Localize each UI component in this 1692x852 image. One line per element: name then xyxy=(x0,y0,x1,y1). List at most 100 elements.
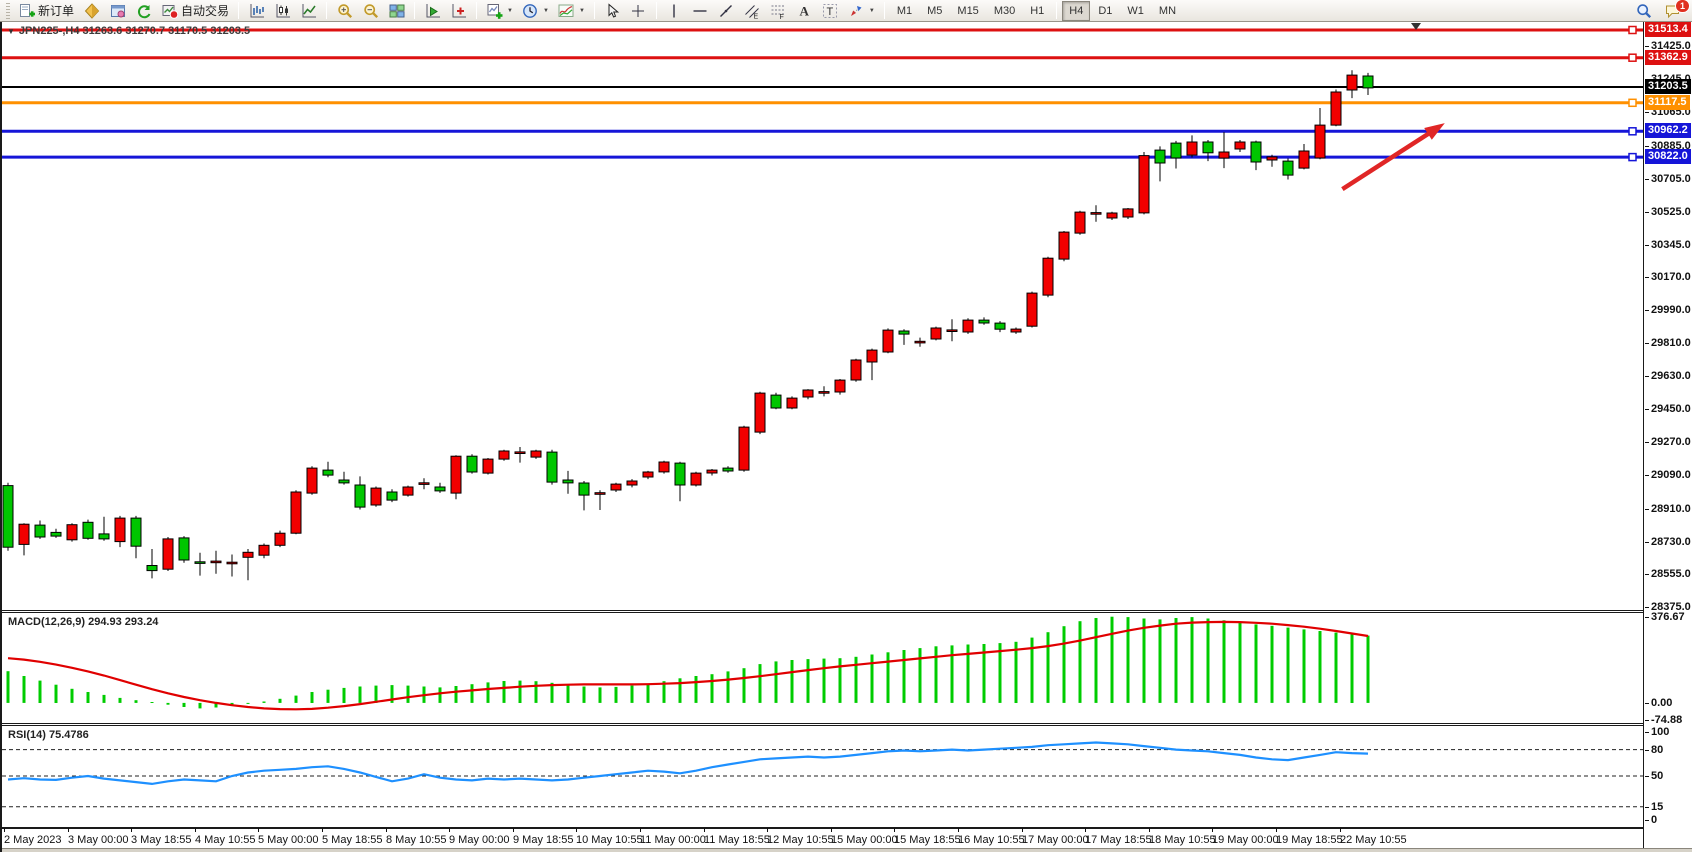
zoom-in-button[interactable] xyxy=(332,1,357,21)
macd-axis-label: -74.88 xyxy=(1644,714,1683,726)
trendline-tool-button[interactable] xyxy=(714,1,739,21)
search-button[interactable] xyxy=(1631,1,1656,21)
price-tag-31117.5: 31117.5 xyxy=(1645,95,1690,110)
candlestick-chart-icon xyxy=(274,3,291,19)
dropdown-arrow-icon[interactable]: ▼ xyxy=(542,7,549,14)
timeframe-m5-button[interactable]: M5 xyxy=(920,1,949,21)
chart-shift-marker-icon[interactable] xyxy=(1411,23,1421,30)
price-chart-panel[interactable]: ▼ JPN225-,H4 31263.6 31270.7 31170.5 312… xyxy=(2,22,1643,610)
svg-text:T: T xyxy=(827,6,834,18)
line-handle[interactable] xyxy=(1628,127,1637,136)
chart-shift-button[interactable] xyxy=(446,1,471,21)
timeframe-m15-button[interactable]: M15 xyxy=(950,1,985,21)
price-tag-31203.5: 31203.5 xyxy=(1645,79,1691,94)
timeframe-mn-button[interactable]: MN xyxy=(1152,1,1183,21)
time-axis-label: 5 May 18:55 xyxy=(322,828,383,846)
time-axis-label: 19 May 00:00 xyxy=(1212,828,1279,846)
new-chart-button[interactable]: ▼ xyxy=(482,1,517,21)
new-chart-icon xyxy=(486,3,503,19)
time-axis-label: 11 May 00:00 xyxy=(640,828,706,846)
candlestick-chart[interactable] xyxy=(2,22,1643,610)
text-tool-button[interactable]: A xyxy=(792,1,817,21)
line-handle[interactable] xyxy=(1628,53,1637,62)
timeframe-m30-button[interactable]: M30 xyxy=(987,1,1022,21)
connection-status-button[interactable] xyxy=(131,1,156,21)
auto-scroll-button[interactable] xyxy=(420,1,445,21)
timeframe-m1-button[interactable]: M1 xyxy=(890,1,919,21)
panel-separator[interactable] xyxy=(2,723,1643,726)
time-axis-label: 9 May 18:55 xyxy=(513,828,574,846)
data-window-button[interactable] xyxy=(105,1,130,21)
time-axis[interactable]: 2 May 2023 3 May 00:00 3 May 18:55 4 May 10… xyxy=(2,828,1643,848)
macd-axis-label: 0.00 xyxy=(1644,697,1673,709)
arrows-tool-button[interactable]: ▼ xyxy=(844,1,879,21)
notifications-button[interactable]: 1 xyxy=(1660,0,1690,21)
line-handle[interactable] xyxy=(1628,25,1637,35)
time-axis-label: 8 May 10:55 xyxy=(386,828,447,846)
price-axis-tick: 28730.0 xyxy=(1645,536,1691,548)
price-axis-tick: 28375.0 xyxy=(1645,601,1691,613)
dropdown-arrow-icon[interactable]: ▼ xyxy=(868,7,875,14)
horizontal-line-tool-button[interactable] xyxy=(688,1,713,21)
toolbar-right-group: 1 xyxy=(1631,0,1690,21)
cursor-tool-button[interactable] xyxy=(600,1,625,21)
macd-chart[interactable] xyxy=(2,613,1643,723)
rsi-label: RSI(14) 75.4786 xyxy=(8,729,89,741)
time-axis-label: 15 May 18:55 xyxy=(894,828,961,846)
macd-histogram xyxy=(6,616,1370,709)
dropdown-arrow-icon[interactable]: ▼ xyxy=(578,7,585,14)
line-handle[interactable] xyxy=(1628,152,1637,162)
text-icon: A xyxy=(796,3,813,19)
indicators-button[interactable]: ▼ xyxy=(554,1,589,21)
timeframe-h4-button[interactable]: H4 xyxy=(1062,0,1091,21)
time-axis-label: 18 May 10:55 xyxy=(1149,828,1216,846)
connection-icon xyxy=(135,3,152,19)
rsi-axis-label: 0 xyxy=(1644,814,1658,826)
time-axis-label: 17 May 18:55 xyxy=(1085,828,1152,846)
rsi-chart[interactable] xyxy=(2,726,1643,827)
svg-text:F: F xyxy=(780,14,784,19)
zoom-out-button[interactable] xyxy=(358,1,383,21)
timeframe-h1-button[interactable]: H1 xyxy=(1023,1,1051,21)
crosshair-icon xyxy=(630,3,647,19)
time-axis-label: 9 May 00:00 xyxy=(449,828,510,846)
vertical-line-tool-button[interactable] xyxy=(662,1,687,21)
fibonacci-tool-button[interactable]: F xyxy=(766,1,791,21)
trend-arrow-annotation[interactable] xyxy=(1341,123,1445,191)
rsi-axis-label: 50 xyxy=(1644,770,1664,782)
chart-title: ▼ JPN225-,H4 31263.6 31270.7 31170.5 312… xyxy=(7,25,250,37)
price-axis-tick: 30170.0 xyxy=(1645,271,1691,283)
tile-windows-button[interactable] xyxy=(384,1,409,21)
candlestick-mode-button[interactable] xyxy=(270,1,295,21)
crosshair-tool-button[interactable] xyxy=(626,1,651,21)
market-watch-button[interactable] xyxy=(79,1,104,21)
text-label-tool-button[interactable]: T xyxy=(818,1,843,21)
rsi-axis-label: 15 xyxy=(1644,801,1664,813)
toolbar-separator xyxy=(593,2,595,19)
toolbar-separator xyxy=(1056,2,1058,19)
window-bottom-edge xyxy=(2,848,1692,852)
channel-tool-button[interactable]: E xyxy=(740,1,765,21)
level-lines[interactable] xyxy=(2,25,1643,162)
price-axis-tick: 30705.0 xyxy=(1645,173,1691,185)
timeframe-w1-button[interactable]: W1 xyxy=(1120,1,1151,21)
autotrading-button[interactable]: 自动交易 xyxy=(157,1,233,21)
new-order-button[interactable]: 新订单 xyxy=(14,1,78,21)
panel-separator[interactable] xyxy=(2,610,1643,613)
dropdown-arrow-icon[interactable]: ▼ xyxy=(507,7,513,14)
price-axis[interactable]: 31425.031245.031065.030885.030705.030525… xyxy=(1643,22,1692,848)
rsi-indicator-panel[interactable]: RSI(14) 75.4786 xyxy=(2,726,1643,827)
chart-window: ▼ JPN225-,H4 31263.6 31270.7 31170.5 312… xyxy=(0,22,1692,852)
line-handle[interactable] xyxy=(1628,98,1637,108)
chart-title-text: JPN225-,H4 31263.6 31270.7 31170.5 31203… xyxy=(18,25,251,37)
timeframe-d1-button[interactable]: D1 xyxy=(1091,1,1119,21)
bar-chart-mode-button[interactable] xyxy=(244,1,269,21)
rsi-axis-label: 100 xyxy=(1644,726,1670,738)
periods-button[interactable]: ▼ xyxy=(518,1,553,21)
line-chart-mode-button[interactable] xyxy=(296,1,321,21)
rsi-line xyxy=(7,741,1369,786)
candles[interactable] xyxy=(2,70,1374,581)
macd-indicator-panel[interactable]: MACD(12,26,9) 294.93 293.24 xyxy=(2,613,1643,723)
svg-text:A: A xyxy=(800,3,810,18)
tile-windows-icon xyxy=(388,3,405,19)
